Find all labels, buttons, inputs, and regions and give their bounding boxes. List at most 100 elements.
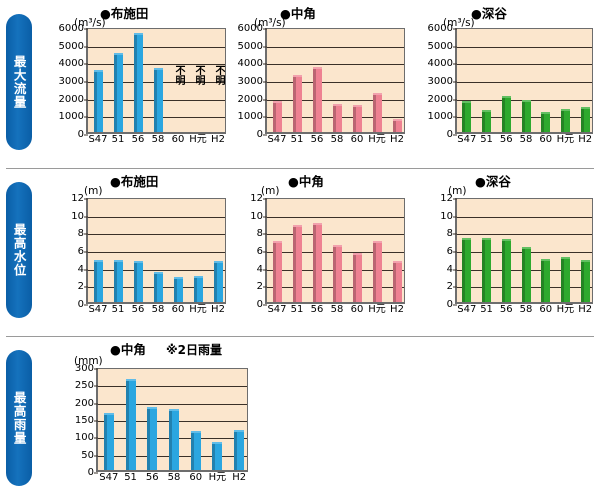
bar-face bbox=[213, 261, 223, 302]
bar-face bbox=[560, 109, 570, 132]
unknown-annotation: 不明 bbox=[173, 65, 184, 86]
y-tick-mark bbox=[453, 286, 457, 288]
x-tick-label: 58 bbox=[167, 472, 181, 483]
bar bbox=[541, 112, 551, 132]
y-tick-label: 2 bbox=[446, 281, 453, 293]
bar bbox=[193, 276, 203, 302]
bar-face bbox=[392, 261, 402, 302]
bar bbox=[125, 379, 136, 470]
y-tick-label: 12 bbox=[440, 193, 453, 204]
bar bbox=[560, 256, 570, 302]
sidebar-label-max-rainfall: 最高雨量 bbox=[6, 350, 32, 486]
bar-cap bbox=[125, 379, 136, 382]
section-divider bbox=[6, 168, 594, 169]
bar-face bbox=[312, 66, 322, 132]
x-tick-label: H2 bbox=[232, 472, 247, 483]
y-tick-mark bbox=[263, 63, 267, 65]
x-tick-label: S47 bbox=[88, 134, 108, 145]
x-tick-label: 58 bbox=[519, 304, 533, 315]
bar-cap bbox=[147, 406, 158, 409]
bar bbox=[332, 103, 342, 132]
y-tick-mark bbox=[263, 286, 267, 288]
bar-face bbox=[372, 93, 382, 132]
bar-cap bbox=[312, 222, 322, 225]
x-tick-label: 56 bbox=[310, 304, 324, 315]
bar bbox=[372, 93, 382, 132]
bar-face bbox=[462, 237, 472, 302]
bar-cap bbox=[103, 412, 114, 415]
bar-side bbox=[153, 67, 157, 132]
bar-cap bbox=[482, 238, 492, 241]
bar-face bbox=[193, 276, 203, 302]
chart-title-max-flow-fusedda: ●布施田 bbox=[100, 6, 149, 21]
chart-cell-max-flow-nakatsuno: ●中角 (m³/s) 0 1000 2000 3000 4000 5000 6000 S47 51 5… bbox=[228, 4, 413, 160]
bar-face bbox=[521, 247, 531, 302]
y-tick-mark bbox=[263, 116, 267, 118]
y-tick-mark bbox=[453, 198, 457, 200]
plot-area-level-fusedda: 0 2 4 6 8 10 12 S47 51 56 58 60 H元 H2 bbox=[71, 194, 226, 315]
x-tick-label: 51 bbox=[480, 134, 493, 145]
bar-cap bbox=[560, 256, 570, 259]
gridline bbox=[457, 46, 592, 48]
bar-face bbox=[93, 70, 103, 132]
bar-cap bbox=[292, 225, 302, 228]
bar-side bbox=[272, 101, 276, 132]
bar-side bbox=[580, 259, 584, 302]
y-tick-label: 200 bbox=[74, 397, 94, 409]
y-tick-mark bbox=[263, 28, 267, 30]
bar bbox=[392, 261, 402, 302]
y-tick-mark bbox=[84, 304, 88, 306]
y-tick-label: 12 bbox=[71, 193, 84, 204]
bar-cap bbox=[332, 103, 342, 106]
y-tick-mark bbox=[84, 269, 88, 271]
y-tick-label: 6000 bbox=[237, 23, 263, 34]
bar-side bbox=[541, 258, 545, 302]
bar-face bbox=[153, 67, 163, 132]
bar-side bbox=[372, 93, 376, 132]
y-tick-mark bbox=[453, 251, 457, 253]
bar bbox=[147, 406, 158, 470]
y-tick-mark bbox=[94, 472, 98, 474]
bar-side bbox=[332, 245, 336, 302]
y-tick-mark bbox=[263, 269, 267, 271]
y-tick-label: 4000 bbox=[427, 58, 453, 70]
y-tick-mark bbox=[453, 46, 457, 48]
chart-note-rain-nakatsuno: ※2日雨量 bbox=[166, 343, 223, 357]
y-tick-label: 150 bbox=[74, 415, 94, 426]
y-tick-mark bbox=[263, 198, 267, 200]
bar-side bbox=[482, 238, 486, 302]
bar bbox=[234, 430, 245, 470]
y-tick-mark bbox=[84, 46, 88, 48]
section-max-rainfall: 最高雨量 ●中角 ※2日雨量 (mm) 0 50 100 150 200 250 300 S47 51 5… bbox=[0, 340, 600, 491]
plot-canvas-max-flow-fukatani: 0 1000 2000 3000 4000 5000 6000 S47 51 56 58 60 H元 H2 bbox=[428, 24, 593, 145]
x-tick-label: 51 bbox=[111, 304, 125, 315]
bar-side bbox=[133, 33, 137, 132]
gridline bbox=[88, 234, 225, 236]
gridline bbox=[98, 386, 247, 388]
bars-layer bbox=[267, 199, 404, 302]
x-tick-label: 60 bbox=[171, 304, 185, 315]
sidebar-label-max-flow: 最大流量 bbox=[6, 14, 32, 150]
y-tick-mark bbox=[84, 286, 88, 288]
y-tick-label: 0 bbox=[256, 299, 263, 310]
bar-side bbox=[482, 109, 486, 132]
bar bbox=[292, 225, 302, 302]
y-tick-label: 4000 bbox=[237, 58, 263, 70]
chart-cell-max-flow-fusedda: ●布施田 (m³/s) 0 1000 2000 3000 4000 5000 6000 S47 51… bbox=[38, 4, 228, 160]
bar bbox=[352, 252, 362, 302]
chart-title-level-nakatsuno: ●中角 bbox=[288, 174, 324, 189]
bars-layer bbox=[88, 29, 225, 132]
chart-unit-max-flow-fukatani: (m³/s) bbox=[443, 17, 475, 29]
bar-cap bbox=[169, 408, 179, 411]
section-max-flow: 最大流量 ●布施田 (m³/s) 0 1000 2000 3000 4000 5000 6000 S… bbox=[0, 4, 600, 160]
bar-face bbox=[501, 239, 511, 302]
bar-cap bbox=[113, 52, 123, 55]
bar-cap bbox=[153, 271, 163, 274]
unknown-annotation: 不明 bbox=[213, 65, 224, 86]
bar bbox=[153, 67, 163, 132]
y-tick-label: 5000 bbox=[427, 40, 453, 52]
x-tick-label: 58 bbox=[330, 304, 344, 315]
y-tick-label: 0 bbox=[446, 129, 453, 140]
plot-area-max-flow-fusedda: 0 1000 2000 3000 4000 5000 6000 S47 51 56 58 60 H元 H2… bbox=[59, 24, 226, 145]
